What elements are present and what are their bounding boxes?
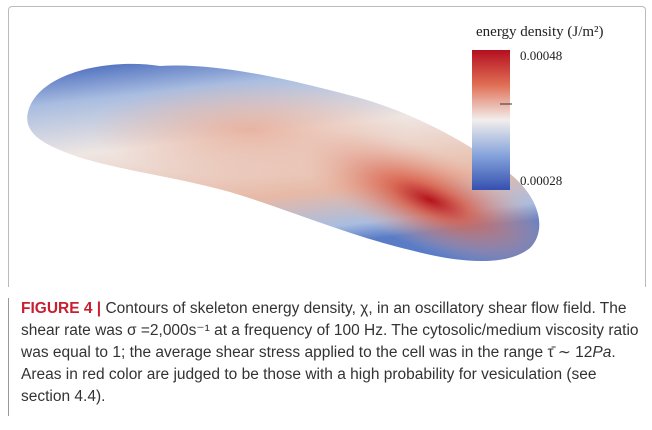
caption-text: Contours of skeleton energy density, χ, … xyxy=(21,300,639,361)
caption-label: FIGURE 4 | xyxy=(21,300,102,317)
colorbar-min-label: 0.00028 xyxy=(520,173,562,188)
caption-text: . Areas in red color are judged to be th… xyxy=(21,344,616,405)
cell-shape xyxy=(27,63,540,262)
caption: FIGURE 4 | Contours of skeleton energy d… xyxy=(8,298,643,416)
figure-image: energy density (J/m²) 0.00048 0.00028 xyxy=(27,24,604,262)
colorbar-label: energy density (J/m²) xyxy=(476,24,604,40)
colorbar-max-label: 0.00048 xyxy=(520,48,562,63)
figure-frame xyxy=(8,6,646,287)
colorbar xyxy=(472,50,510,190)
caption-italic: Pa xyxy=(592,344,612,361)
